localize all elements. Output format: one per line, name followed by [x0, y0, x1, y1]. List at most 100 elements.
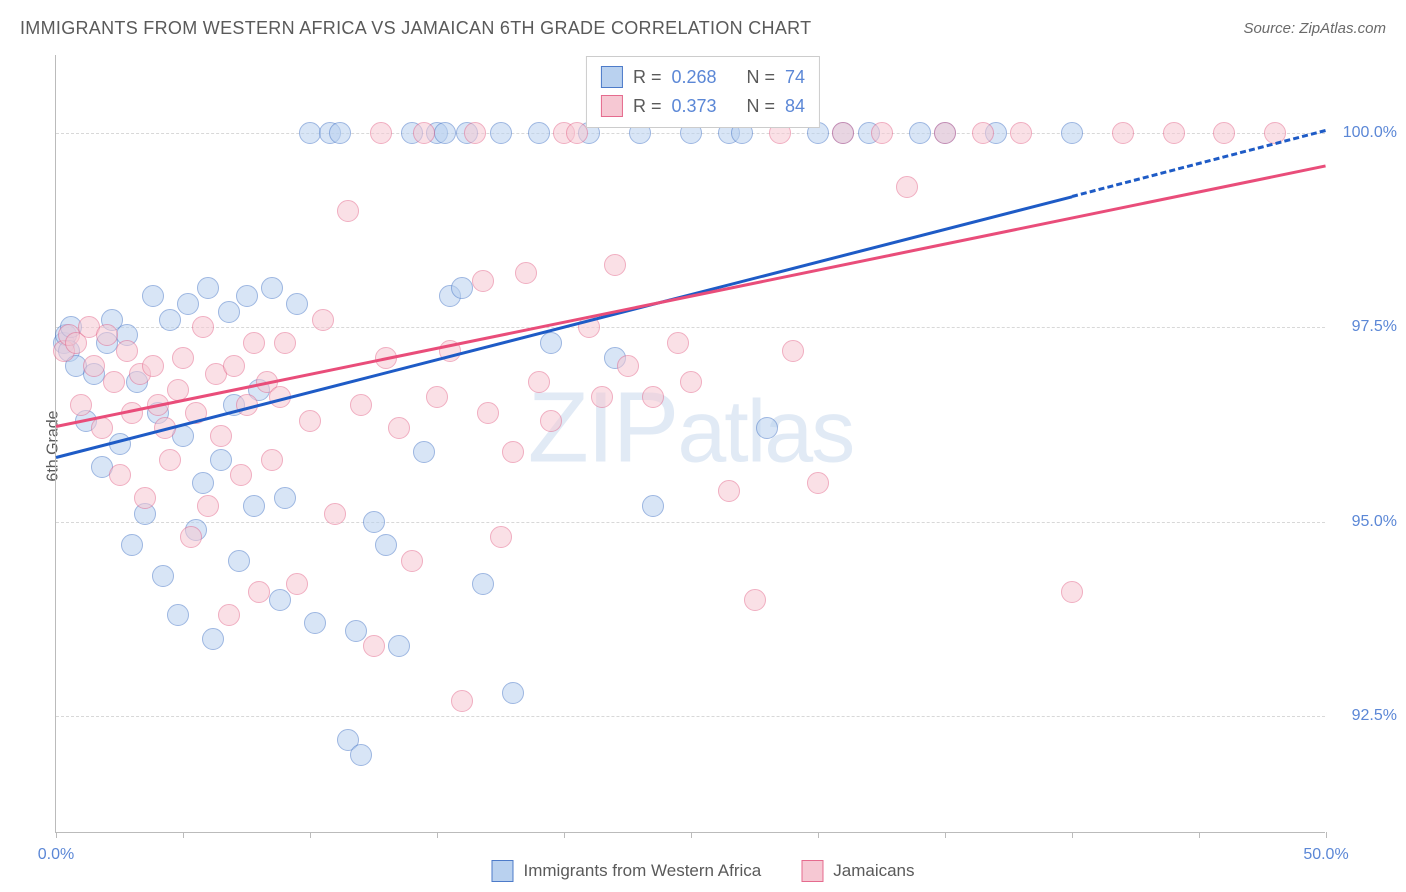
- scatter-point-jamaican: [515, 262, 537, 284]
- scatter-point-jamaican: [91, 417, 113, 439]
- scatter-point-jamaican: [312, 309, 334, 331]
- scatter-point-wafrica: [274, 487, 296, 509]
- scatter-point-jamaican: [667, 332, 689, 354]
- scatter-point-wafrica: [490, 122, 512, 144]
- scatter-point-wafrica: [210, 449, 232, 471]
- scatter-point-jamaican: [401, 550, 423, 572]
- scatter-point-wafrica: [1061, 122, 1083, 144]
- scatter-point-jamaican: [286, 573, 308, 595]
- scatter-point-jamaican: [472, 270, 494, 292]
- legend-row-wafrica: R = 0.268 N = 74: [601, 63, 805, 92]
- scatter-point-jamaican: [604, 254, 626, 276]
- scatter-point-jamaican: [591, 386, 613, 408]
- scatter-point-jamaican: [972, 122, 994, 144]
- scatter-point-jamaican: [243, 332, 265, 354]
- x-tick: [1326, 832, 1327, 838]
- legend-item-jamaican: Jamaicans: [801, 860, 914, 882]
- scatter-point-jamaican: [142, 355, 164, 377]
- scatter-point-jamaican: [426, 386, 448, 408]
- scatter-point-jamaican: [1061, 581, 1083, 603]
- scatter-point-jamaican: [642, 386, 664, 408]
- scatter-point-wafrica: [909, 122, 931, 144]
- scatter-point-jamaican: [299, 410, 321, 432]
- scatter-point-wafrica: [642, 495, 664, 517]
- scatter-point-jamaican: [744, 589, 766, 611]
- r-value-jamaican: 0.373: [671, 92, 716, 121]
- scatter-point-jamaican: [109, 464, 131, 486]
- scatter-point-wafrica: [159, 309, 181, 331]
- swatch-wafrica: [601, 66, 623, 88]
- scatter-point-jamaican: [172, 347, 194, 369]
- scatter-point-wafrica: [502, 682, 524, 704]
- scatter-point-wafrica: [434, 122, 456, 144]
- n-value-wafrica: 74: [785, 63, 805, 92]
- scatter-point-wafrica: [152, 565, 174, 587]
- scatter-point-jamaican: [261, 449, 283, 471]
- scatter-point-wafrica: [304, 612, 326, 634]
- scatter-point-jamaican: [934, 122, 956, 144]
- scatter-point-jamaican: [1010, 122, 1032, 144]
- legend-label-wafrica: Immigrants from Western Africa: [523, 861, 761, 881]
- scatter-point-jamaican: [1163, 122, 1185, 144]
- n-value-jamaican: 84: [785, 92, 805, 121]
- scatter-point-wafrica: [218, 301, 240, 323]
- x-tick: [818, 832, 819, 838]
- scatter-point-wafrica: [269, 589, 291, 611]
- scatter-point-wafrica: [167, 604, 189, 626]
- x-tick: [310, 832, 311, 838]
- scatter-point-wafrica: [142, 285, 164, 307]
- chart-title: IMMIGRANTS FROM WESTERN AFRICA VS JAMAIC…: [20, 18, 811, 39]
- scatter-point-wafrica: [350, 744, 372, 766]
- scatter-point-wafrica: [472, 573, 494, 595]
- source-attribution: Source: ZipAtlas.com: [1243, 20, 1386, 37]
- scatter-point-jamaican: [70, 394, 92, 416]
- scatter-point-wafrica: [345, 620, 367, 642]
- scatter-point-jamaican: [116, 340, 138, 362]
- scatter-point-jamaican: [388, 417, 410, 439]
- scatter-point-wafrica: [329, 122, 351, 144]
- scatter-point-jamaican: [1112, 122, 1134, 144]
- scatter-point-wafrica: [299, 122, 321, 144]
- legend-label-jamaican: Jamaicans: [833, 861, 914, 881]
- legend-row-jamaican: R = 0.373 N = 84: [601, 92, 805, 121]
- x-tick: [1072, 832, 1073, 838]
- scatter-point-jamaican: [350, 394, 372, 416]
- regression-line: [1072, 129, 1327, 198]
- scatter-point-jamaican: [248, 581, 270, 603]
- scatter-point-jamaican: [83, 355, 105, 377]
- scatter-point-wafrica: [375, 534, 397, 556]
- r-value-wafrica: 0.268: [671, 63, 716, 92]
- scatter-point-jamaican: [782, 340, 804, 362]
- scatter-point-jamaican: [159, 449, 181, 471]
- scatter-point-wafrica: [228, 550, 250, 572]
- y-tick-label: 97.5%: [1352, 318, 1397, 336]
- scatter-point-wafrica: [540, 332, 562, 354]
- scatter-point-jamaican: [223, 355, 245, 377]
- scatter-point-jamaican: [192, 316, 214, 338]
- scatter-point-wafrica: [177, 293, 199, 315]
- scatter-point-wafrica: [236, 285, 258, 307]
- scatter-point-jamaican: [210, 425, 232, 447]
- x-tick-label: 0.0%: [38, 846, 74, 864]
- scatter-point-jamaican: [451, 690, 473, 712]
- scatter-point-jamaican: [337, 200, 359, 222]
- scatter-point-jamaican: [502, 441, 524, 463]
- scatter-point-jamaican: [324, 503, 346, 525]
- scatter-point-jamaican: [180, 526, 202, 548]
- scatter-point-jamaican: [197, 495, 219, 517]
- scatter-point-jamaican: [413, 122, 435, 144]
- scatter-point-jamaican: [464, 122, 486, 144]
- scatter-point-jamaican: [540, 410, 562, 432]
- correlation-legend: R = 0.268 N = 74 R = 0.373 N = 84: [586, 56, 820, 128]
- x-tick-label: 50.0%: [1303, 846, 1348, 864]
- scatter-point-jamaican: [680, 371, 702, 393]
- y-tick-label: 92.5%: [1352, 707, 1397, 725]
- scatter-point-jamaican: [477, 402, 499, 424]
- scatter-point-jamaican: [896, 176, 918, 198]
- gridline: [56, 716, 1325, 717]
- scatter-point-jamaican: [718, 480, 740, 502]
- gridline: [56, 327, 1325, 328]
- n-label: N =: [747, 92, 776, 121]
- scatter-point-wafrica: [413, 441, 435, 463]
- scatter-point-jamaican: [274, 332, 296, 354]
